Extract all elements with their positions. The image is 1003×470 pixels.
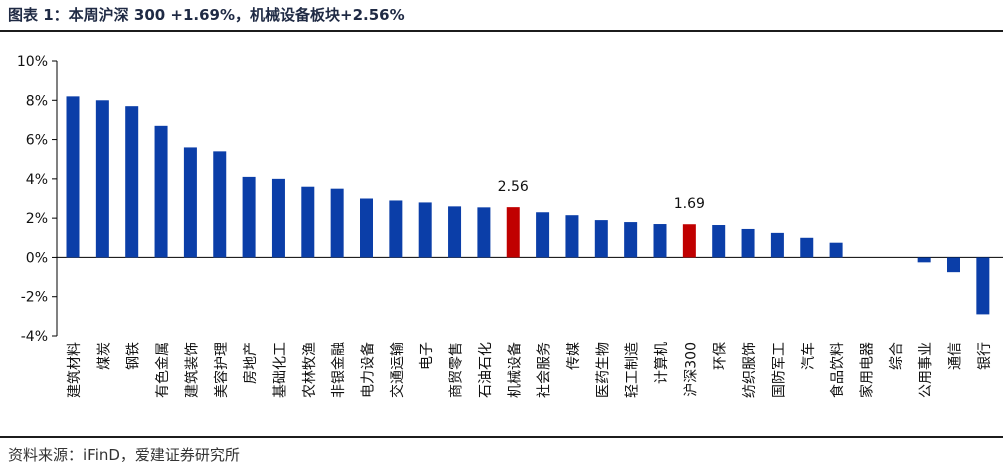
x-category-label: 美容护理 — [213, 342, 230, 398]
source-note: 资料来源：iFinD，爱建证券研究所 — [8, 446, 240, 464]
x-category-label: 医药生物 — [595, 342, 611, 398]
bar-10 — [330, 188, 344, 258]
x-category-label: 食品饮料 — [829, 342, 846, 398]
x-category-label: 传媒 — [566, 342, 582, 370]
bar-12 — [389, 200, 403, 258]
x-category-label: 综合 — [889, 342, 905, 370]
x-category-label: 农林牧渔 — [302, 342, 318, 398]
x-category-label: 机械设备 — [506, 342, 523, 398]
bar-23 — [712, 225, 726, 258]
x-category-label: 电力设备 — [360, 342, 377, 398]
x-category-label: 非银金融 — [331, 342, 347, 398]
bar-6 — [213, 151, 227, 258]
bar-31 — [947, 257, 960, 273]
x-category-label: 计算机 — [654, 342, 670, 384]
x-category-label: 纺织服饰 — [742, 342, 758, 398]
bar-9 — [301, 186, 315, 258]
chart-title: 图表 1：本周沪深 300 +1.69%，机械设备板块+2.56% — [8, 6, 405, 24]
x-category-label: 银行 — [977, 342, 993, 370]
y-tick-label: -2% — [21, 290, 48, 306]
bar-17 — [536, 212, 550, 258]
x-category-label: 家用电器 — [858, 342, 875, 398]
x-category-label: 煤炭 — [96, 342, 112, 370]
bar-27 — [829, 242, 843, 258]
bar-14 — [448, 206, 462, 258]
data-label: 2.56 — [498, 179, 529, 195]
x-category-label: 社会服务 — [537, 342, 553, 398]
bar-22 — [682, 224, 696, 258]
data-label: 1.69 — [674, 196, 705, 212]
x-category-label: 石油石化 — [478, 342, 494, 398]
x-category-label: 汽车 — [800, 342, 817, 370]
bar-21 — [653, 224, 667, 258]
y-tick-label: 8% — [26, 93, 48, 109]
x-category-label: 钢铁 — [126, 342, 142, 370]
source-divider — [0, 436, 1003, 438]
x-category-label: 房地产 — [243, 342, 259, 384]
bar-30 — [917, 257, 931, 263]
x-category-label: 交通运输 — [389, 342, 406, 398]
bar-24 — [741, 228, 755, 258]
bar-7 — [242, 176, 256, 258]
bar-26 — [800, 237, 814, 258]
bar-1 — [66, 96, 80, 258]
x-category-label: 环保 — [713, 342, 729, 370]
x-category-label: 公用事业 — [918, 342, 934, 398]
x-category-label: 沪深300 — [683, 342, 699, 397]
x-category-label: 电子 — [419, 342, 435, 370]
title-divider — [0, 30, 1003, 32]
y-tick-label: 6% — [26, 133, 48, 149]
x-category-label: 基础化工 — [271, 342, 288, 398]
y-tick-label: 10% — [17, 54, 48, 70]
bar-chart: -4% -2% 0% 2% 4% 6% 8% 10% 建筑材料 煤炭 钢铁 有色金属 建筑装饰 美容护理房… — [17, 54, 1003, 398]
x-category-label: 国防军工 — [771, 342, 787, 398]
x-category-label: 商贸零售 — [449, 342, 465, 398]
bar-32 — [976, 257, 990, 315]
x-category-label: 建筑装饰 — [184, 342, 200, 398]
bar-19 — [594, 220, 608, 258]
y-tick-label: 4% — [26, 172, 48, 188]
y-tick-label: -4% — [21, 329, 48, 345]
x-category-label: 建筑材料 — [67, 342, 83, 398]
y-tick-label: 0% — [26, 250, 48, 266]
bar-15 — [477, 207, 491, 258]
bar-13 — [418, 202, 432, 258]
bar-3 — [125, 106, 139, 258]
x-category-label: 轻工制造 — [625, 342, 641, 398]
bar-2 — [95, 100, 109, 258]
bar-20 — [624, 222, 638, 258]
bar-16 — [506, 207, 520, 258]
y-tick-label: 2% — [26, 211, 48, 227]
x-category-label: 有色金属 — [154, 342, 171, 398]
bar-4 — [154, 125, 168, 258]
bar-5 — [183, 147, 197, 258]
bar-25 — [770, 232, 784, 258]
bar-8 — [271, 178, 285, 258]
x-category-label: 通信 — [948, 342, 964, 370]
bar-18 — [565, 215, 579, 258]
bar-11 — [360, 198, 373, 258]
